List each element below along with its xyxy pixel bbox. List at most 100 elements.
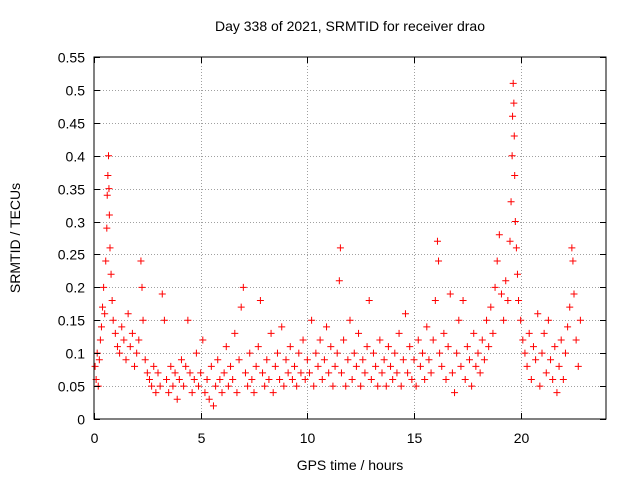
data-point-marker: [509, 112, 517, 120]
data-point-marker: [91, 362, 99, 370]
data-point-marker: [367, 376, 375, 384]
axis-ticks: [94, 57, 606, 420]
data-point-marker: [103, 224, 111, 232]
data-point-marker: [523, 362, 531, 370]
data-point-marker: [566, 303, 574, 311]
data-point-marker: [459, 297, 467, 305]
data-point-marker: [212, 382, 220, 390]
data-point-marker: [227, 362, 235, 370]
data-point-marker: [446, 290, 454, 298]
data-point-marker: [286, 343, 294, 351]
data-point-marker: [141, 356, 149, 364]
data-point-marker: [500, 316, 508, 324]
data-point-marker: [511, 218, 519, 226]
data-point-marker: [261, 382, 269, 390]
data-point-marker: [431, 297, 439, 305]
data-point-marker: [474, 349, 482, 357]
data-point-marker: [135, 336, 143, 344]
data-point-marker: [361, 369, 369, 377]
data-points: [91, 79, 584, 410]
data-point-marker: [551, 343, 559, 351]
data-point-marker: [182, 362, 190, 370]
data-point-marker: [278, 323, 286, 331]
data-point-marker: [104, 171, 112, 179]
data-point-marker: [103, 191, 111, 199]
data-point-marker: [312, 349, 320, 357]
data-point-marker: [224, 382, 232, 390]
x-tick-label: 0: [91, 430, 99, 446]
data-point-marker: [259, 369, 267, 377]
x-axis-label: GPS time / hours: [297, 457, 404, 473]
data-point-marker: [97, 323, 105, 331]
data-point-marker: [512, 244, 520, 252]
data-point-marker: [372, 362, 380, 370]
data-point-marker: [301, 376, 309, 384]
data-point-marker: [184, 316, 192, 324]
data-point-marker: [576, 316, 584, 324]
data-point-marker: [532, 356, 540, 364]
data-point-marker: [265, 376, 273, 384]
data-point-marker: [470, 329, 478, 337]
data-point-marker: [391, 349, 399, 357]
data-point-marker: [572, 336, 580, 344]
data-point-marker: [335, 277, 343, 285]
data-point-marker: [222, 343, 230, 351]
data-point-marker: [542, 369, 550, 377]
data-point-marker: [201, 389, 209, 397]
data-point-marker: [197, 369, 205, 377]
x-tick-label: 5: [198, 430, 206, 446]
data-point-marker: [105, 211, 113, 219]
data-point-marker: [455, 316, 463, 324]
data-point-marker: [297, 369, 305, 377]
data-point-marker: [95, 356, 103, 364]
data-point-marker: [267, 329, 275, 337]
y-tick-label: 0.55: [58, 50, 85, 66]
data-point-marker: [561, 349, 569, 357]
data-point-marker: [511, 171, 519, 179]
data-point-marker: [337, 369, 345, 377]
data-point-marker: [269, 389, 277, 397]
data-point-marker: [138, 283, 146, 291]
data-point-marker: [96, 336, 104, 344]
data-point-marker: [419, 349, 427, 357]
data-point-marker: [105, 152, 113, 160]
data-point-marker: [163, 376, 171, 384]
data-point-marker: [568, 244, 576, 252]
data-point-marker: [380, 356, 388, 364]
data-point-marker: [465, 356, 473, 364]
data-point-marker: [254, 343, 262, 351]
data-point-marker: [527, 376, 535, 384]
data-point-marker: [106, 244, 114, 252]
data-point-marker: [137, 257, 145, 265]
data-point-marker: [128, 329, 136, 337]
data-point-marker: [250, 389, 258, 397]
data-point-marker: [429, 336, 437, 344]
data-point-marker: [325, 369, 333, 377]
data-point-marker: [308, 316, 316, 324]
data-point-marker: [188, 389, 196, 397]
data-point-marker: [504, 297, 512, 305]
data-point-marker: [244, 382, 252, 390]
data-point-marker: [305, 369, 313, 377]
data-point-marker: [190, 376, 198, 384]
data-point-marker: [282, 356, 290, 364]
data-point-marker: [150, 362, 158, 370]
data-point-marker: [156, 382, 164, 390]
data-point-marker: [203, 376, 211, 384]
data-point-marker: [241, 369, 249, 377]
data-point-marker: [453, 349, 461, 357]
data-point-marker: [171, 369, 179, 377]
data-point-marker: [425, 356, 433, 364]
data-point-marker: [478, 336, 486, 344]
data-point-marker: [143, 369, 151, 377]
data-point-marker: [401, 310, 409, 318]
data-point-marker: [113, 343, 121, 351]
data-point-marker: [468, 382, 476, 390]
data-point-marker: [461, 376, 469, 384]
data-point-marker: [536, 382, 544, 390]
data-point-marker: [109, 316, 117, 324]
data-point-marker: [483, 316, 491, 324]
data-point-marker: [538, 349, 546, 357]
data-point-marker: [295, 349, 303, 357]
data-point-marker: [384, 343, 392, 351]
